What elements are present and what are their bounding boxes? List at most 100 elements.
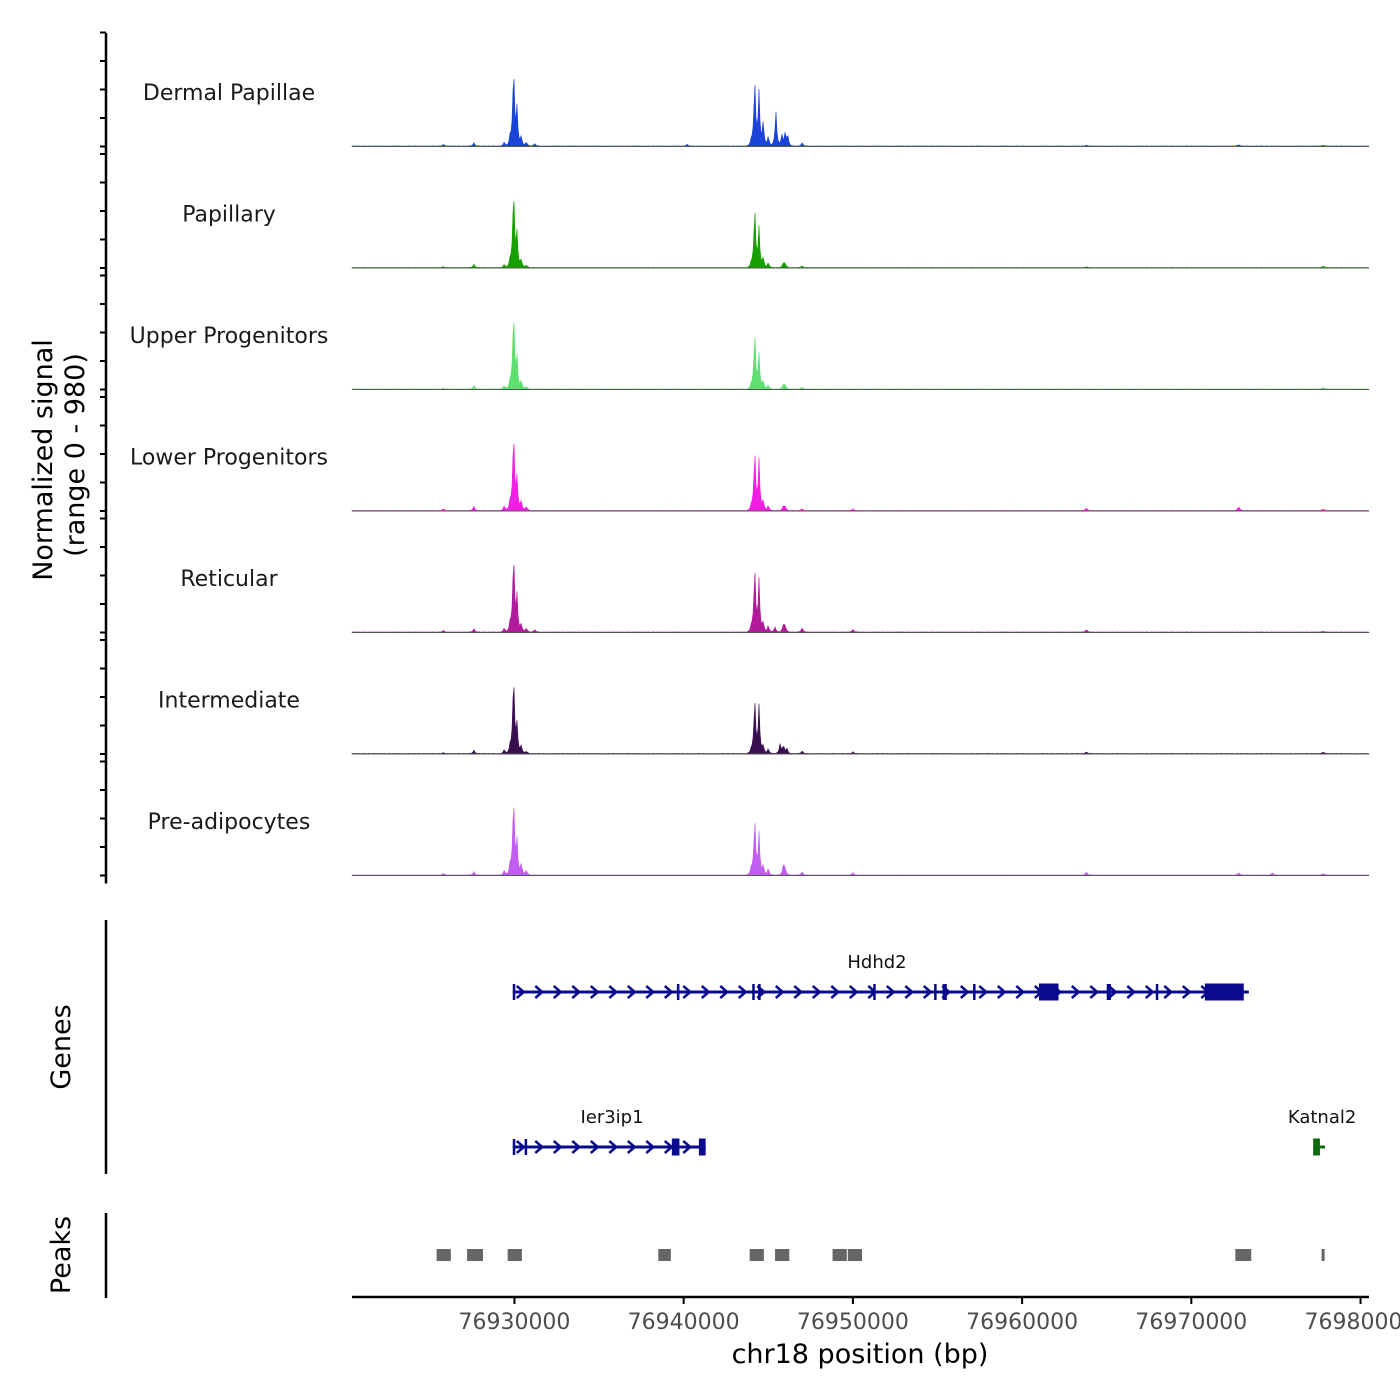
peak-region — [847, 1249, 863, 1261]
signal-tracks: Dermal Papillae Papillary Upper Progenitor… — [100, 31, 1370, 884]
signal-area — [351, 322, 1370, 390]
track-label: Lower Progenitors — [130, 446, 328, 471]
strand-arrow — [552, 1140, 563, 1154]
exon — [671, 1138, 680, 1156]
gene-annotations: Hdhd2 Ier3ip1 Katnal2 — [512, 952, 1356, 1156]
strand-arrow — [793, 985, 804, 999]
track-label: Pre-adipocytes — [148, 810, 311, 835]
strand-arrow — [1181, 985, 1192, 999]
strand-arrow — [645, 985, 656, 999]
strand-arrow — [1144, 985, 1155, 999]
strand-arrow — [959, 985, 970, 999]
strand-arrow — [978, 985, 989, 999]
x-axis: 76930000 76940000 76950000 76960000 76970000… — [458, 1297, 1400, 1335]
peak-region — [658, 1249, 671, 1261]
strand-arrow — [608, 1140, 619, 1154]
x-tick-label: 76970000 — [1135, 1310, 1247, 1335]
signal-area — [351, 200, 1370, 269]
exon — [758, 984, 761, 1000]
y-axis-title-line2: (range 0 - 980) — [60, 353, 91, 557]
strand-arrow — [663, 1140, 674, 1154]
strand-arrow — [571, 1140, 582, 1154]
signal-area — [351, 565, 1370, 633]
strand-arrow — [515, 1140, 526, 1154]
track-label: Papillary — [182, 203, 276, 228]
gene-label: Ier3ip1 — [580, 1107, 643, 1128]
signal-area — [351, 808, 1370, 876]
strand-arrow — [626, 1140, 637, 1154]
exon — [873, 984, 876, 1000]
strand-arrow — [848, 985, 859, 999]
strand-arrow — [904, 985, 915, 999]
genes-panel-label: Genes — [46, 1004, 77, 1089]
strand-arrow — [589, 985, 600, 999]
peak-regions — [436, 1249, 1325, 1261]
strand-arrow — [552, 985, 563, 999]
strand-arrow — [589, 1140, 600, 1154]
exon — [512, 984, 516, 1000]
track-label: Dermal Papillae — [143, 81, 315, 106]
strand-arrow — [774, 985, 785, 999]
x-tick-label: 76950000 — [797, 1310, 909, 1335]
exon — [1106, 984, 1111, 1000]
peak-region — [832, 1249, 847, 1261]
strand-arrow — [1070, 985, 1081, 999]
strand-arrow — [534, 1140, 545, 1154]
exon — [698, 1138, 706, 1156]
peaks-panel-label: Peaks — [46, 1216, 77, 1294]
x-tick-label: 76930000 — [458, 1310, 570, 1335]
peak-region — [775, 1249, 790, 1261]
strand-arrow — [737, 985, 748, 999]
exon — [934, 984, 937, 1000]
strand-arrow — [663, 985, 674, 999]
signal-area — [351, 78, 1370, 147]
exon — [1155, 984, 1159, 1000]
strand-arrow — [1089, 985, 1100, 999]
strand-arrow — [608, 985, 619, 999]
track-label: Intermediate — [158, 689, 300, 714]
exon — [973, 984, 976, 1000]
strand-arrow — [682, 1140, 693, 1154]
strand-arrow — [700, 985, 711, 999]
strand-arrow — [719, 985, 730, 999]
exon — [1204, 983, 1244, 1001]
strand-arrow — [996, 985, 1007, 999]
peak-region — [467, 1249, 483, 1261]
x-axis-title: chr18 position (bp) — [732, 1339, 989, 1370]
exon — [752, 984, 755, 1000]
track-label: Upper Progenitors — [130, 324, 329, 349]
strand-arrow — [645, 1140, 656, 1154]
strand-arrow — [830, 985, 841, 999]
y-axis-title-line1: Normalized signal — [28, 339, 59, 581]
strand-arrow — [626, 985, 637, 999]
signal-area — [351, 687, 1370, 755]
exon — [1039, 983, 1059, 1001]
strand-arrow — [1163, 985, 1174, 999]
gene-label: Katnal2 — [1288, 1107, 1356, 1128]
peak-region — [507, 1249, 522, 1261]
peak-region — [1321, 1249, 1325, 1261]
strand-arrow — [885, 985, 896, 999]
signal-area — [351, 443, 1370, 512]
exon — [524, 1139, 528, 1155]
exon — [512, 1139, 516, 1155]
x-tick-label: 76940000 — [628, 1310, 740, 1335]
exon — [1313, 1138, 1320, 1156]
track-label: Reticular — [180, 567, 278, 592]
strand-arrow — [811, 985, 822, 999]
peak-region — [436, 1249, 451, 1261]
strand-arrow — [515, 985, 526, 999]
x-tick-label: 76980000 — [1305, 1310, 1400, 1335]
strand-arrow — [1126, 985, 1137, 999]
peak-region — [1235, 1249, 1252, 1261]
strand-arrow — [1015, 985, 1026, 999]
strand-arrow — [922, 985, 933, 999]
strand-arrow — [534, 985, 545, 999]
strand-arrow — [1107, 985, 1118, 999]
x-tick-label: 76960000 — [966, 1310, 1078, 1335]
exon — [942, 984, 947, 1000]
exon — [676, 984, 680, 1000]
strand-arrow — [682, 985, 693, 999]
gene-label: Hdhd2 — [847, 952, 906, 973]
